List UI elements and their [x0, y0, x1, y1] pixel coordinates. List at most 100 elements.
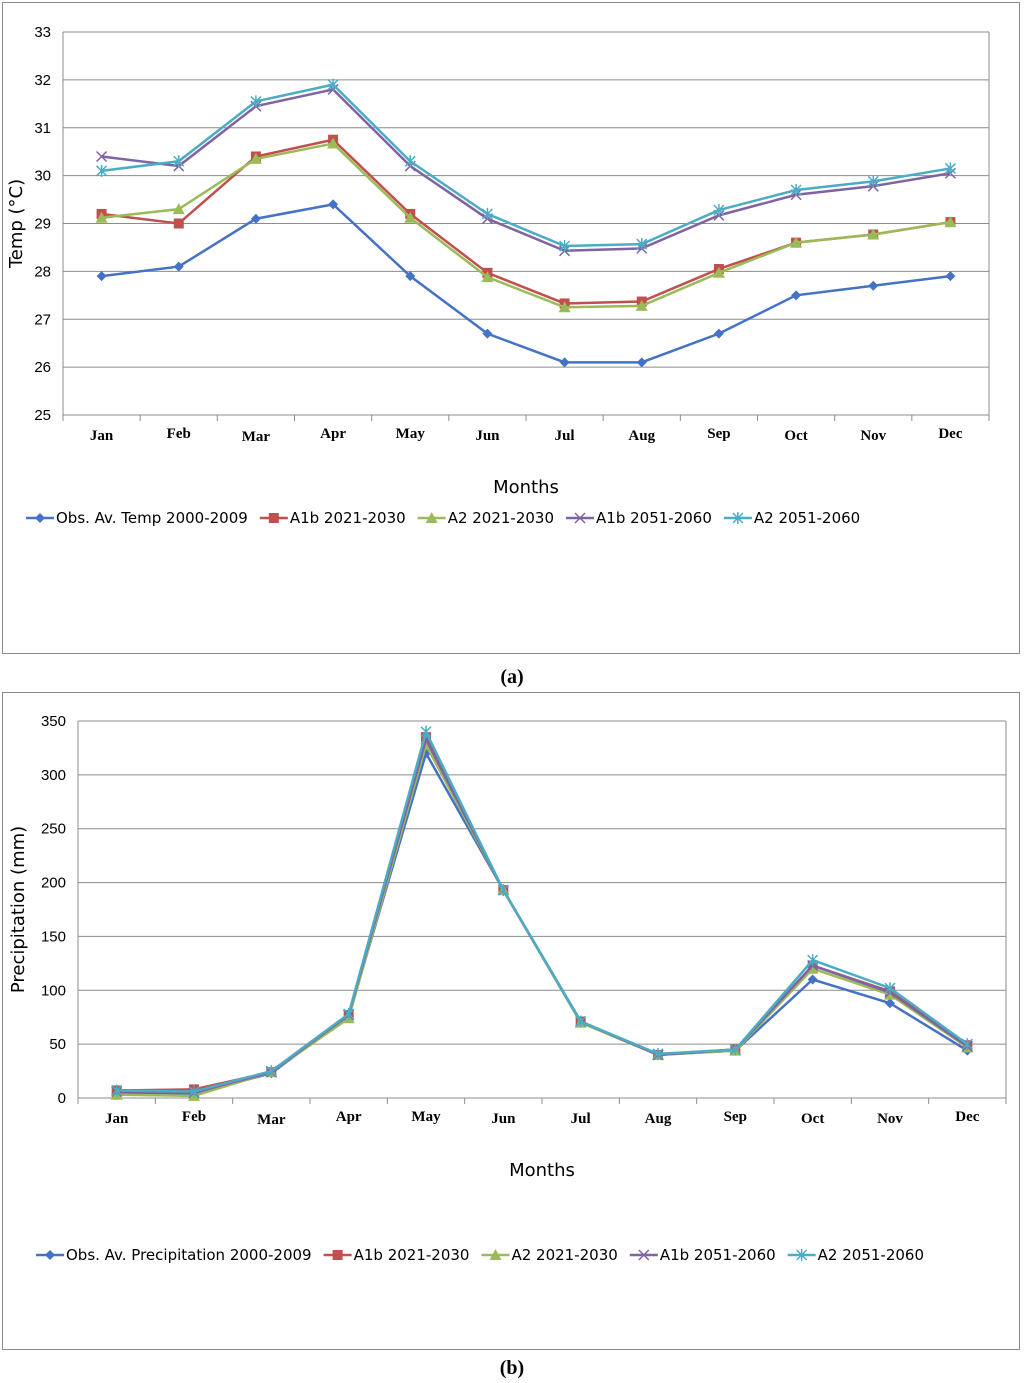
series-4 — [111, 725, 973, 1098]
legend-item-3: A1b 2051-2060 — [566, 509, 712, 527]
x-tick-label-Mar: Mar — [242, 429, 271, 445]
y-tick-label-100: 100 — [41, 982, 66, 999]
point-4-Apr — [327, 78, 339, 91]
point-0-Jan — [96, 271, 107, 282]
legend-symbol-0-marker — [45, 1250, 55, 1260]
point-0-May — [405, 271, 416, 282]
series-line-0 — [101, 203, 951, 364]
point-2-Oct — [790, 236, 803, 248]
point-4-May — [404, 155, 416, 168]
x-tick-label-May: May — [396, 426, 426, 442]
y-axis-title: Temp (°C) — [6, 179, 27, 269]
point-4-May — [420, 725, 432, 738]
x-axis-title: Months — [493, 477, 559, 498]
point-4-Mar — [265, 1065, 277, 1078]
point-4-Dec — [961, 1038, 973, 1051]
legend-label-0: Obs. Av. Precipitation 2000-2009 — [66, 1246, 312, 1264]
y-tick-label-25: 25 — [34, 407, 51, 424]
x-tick-label-Jul: Jul — [555, 428, 575, 444]
y-tick-label-250: 250 — [41, 821, 66, 838]
x-tick-label-Nov: Nov — [877, 1111, 903, 1127]
point-0-Sep — [713, 328, 724, 339]
panel-label-a: (a) — [500, 666, 524, 688]
y-tick-label-50: 50 — [49, 1036, 66, 1053]
legend-label-1: A1b 2021-2030 — [290, 509, 406, 527]
point-1-Feb — [173, 218, 184, 229]
point-4-Jul — [575, 1015, 587, 1028]
series-2 — [95, 137, 957, 313]
point-0-Nov — [885, 998, 895, 1009]
point-4-Jun — [497, 884, 509, 897]
legend-symbol-2-marker — [489, 1249, 502, 1260]
x-tick-label-Jan: Jan — [90, 428, 114, 444]
chart-0: 25 26 27 28 29 30 31 32 33 Jan Feb Mar Apr May Jun Jul A… — [6, 24, 990, 527]
series-line-1 — [116, 733, 969, 1092]
series-line-2 — [101, 142, 951, 309]
x-tick-label-Dec: Dec — [938, 426, 962, 442]
legend-label-0: Obs. Av. Temp 2000-2009 — [56, 509, 248, 527]
x-tick-label-Jul: Jul — [571, 1111, 591, 1127]
chart-1: 0 50 100 150 200 250 300 350 Jan Feb Mar Apr May Jun J… — [8, 713, 1007, 1264]
point-0-Nov — [868, 280, 879, 291]
series-2 — [110, 738, 974, 1101]
point-4-Sep — [713, 204, 725, 217]
point-0-Aug — [636, 357, 647, 368]
x-tick-label-Aug: Aug — [628, 428, 655, 444]
legend-label-3: A1b 2051-2060 — [660, 1246, 776, 1264]
legend-item-0: Obs. Av. Temp 2000-2009 — [26, 509, 248, 527]
series-line-2 — [116, 741, 969, 1098]
x-tick-label-Jun: Jun — [475, 428, 500, 444]
legend-symbol-1-marker — [268, 513, 279, 523]
x-tick-label-Sep: Sep — [707, 426, 730, 442]
y-axis-title: Precipitation (mm) — [8, 826, 29, 993]
point-4-Oct — [790, 183, 802, 196]
series-4 — [96, 78, 956, 253]
point-3-Jan — [96, 150, 108, 163]
y-tick-label-27: 27 — [34, 311, 51, 328]
point-0-Jul — [559, 357, 570, 368]
legend: Obs. Av. Precipitation 2000-2009 A1b 2021… — [36, 1246, 924, 1264]
point-2-Jul — [558, 301, 571, 313]
point-4-Aug — [636, 238, 648, 251]
series-0 — [111, 748, 973, 1099]
series-1 — [96, 134, 956, 309]
point-2-Sep — [712, 266, 725, 278]
point-2-Oct — [806, 962, 819, 974]
chart-panel-a — [2, 2, 1020, 654]
point-4-Jan — [96, 164, 108, 177]
point-2-Aug — [635, 299, 648, 311]
legend-label-4: A2 2051-2060 — [818, 1246, 924, 1264]
legend-symbol-3-marker — [574, 512, 586, 524]
point-4-Aug — [652, 1047, 664, 1060]
x-tick-label-Jan: Jan — [105, 1111, 129, 1127]
point-4-Oct — [807, 954, 819, 967]
point-0-Apr — [328, 199, 339, 210]
point-2-Jun — [481, 271, 494, 283]
y-tick-label-200: 200 — [41, 875, 66, 892]
legend-item-1: A1b 2021-2030 — [323, 1246, 469, 1264]
point-2-Dec — [944, 216, 957, 228]
point-0-Oct — [791, 290, 802, 301]
legend-symbol-4-marker — [732, 512, 744, 524]
legend-symbol-2-marker — [425, 512, 438, 523]
point-0-Feb — [173, 261, 184, 272]
series-0 — [96, 199, 956, 368]
y-tick-label-31: 31 — [34, 120, 51, 137]
panel-label-b: (b) — [499, 1357, 525, 1379]
y-tick-label-33: 33 — [34, 24, 51, 41]
point-4-Jun — [481, 207, 493, 220]
x-tick-label-Apr: Apr — [336, 1109, 362, 1125]
legend-symbol-0-marker — [35, 513, 45, 523]
point-4-Jul — [559, 240, 571, 253]
legend-symbol-1-marker — [332, 1250, 343, 1260]
point-4-Mar — [250, 95, 262, 108]
legend-symbol-3-marker — [638, 1249, 650, 1261]
series-line-1 — [101, 138, 951, 305]
x-tick-label-Aug: Aug — [645, 1111, 672, 1127]
legend: Obs. Av. Temp 2000-2009 A1b 2021-2030 A2 2… — [26, 509, 860, 527]
legend-item-2: A2 2021-2030 — [417, 509, 554, 527]
legend-item-1: A1b 2021-2030 — [259, 509, 406, 527]
point-4-Feb — [188, 1085, 200, 1098]
y-tick-label-29: 29 — [34, 216, 51, 233]
point-0-Mar — [250, 213, 261, 224]
